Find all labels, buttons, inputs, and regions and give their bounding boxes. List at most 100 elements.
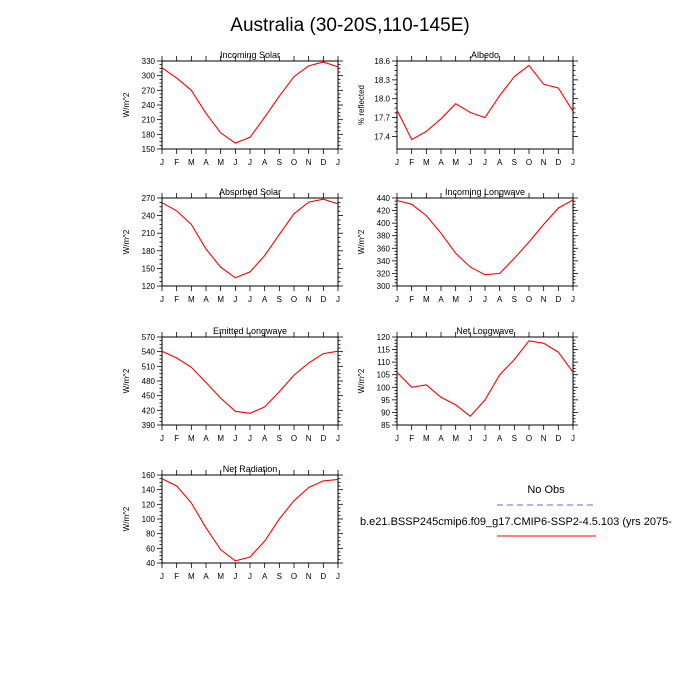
- y-tick-label: 100: [377, 383, 391, 392]
- x-tick-label: O: [291, 434, 297, 443]
- x-tick-label: O: [291, 295, 297, 304]
- y-tick-label: 17.7: [374, 114, 390, 123]
- x-tick-label: J: [160, 158, 164, 167]
- panel-title-incoming-longwave: Incoming Longwave: [445, 187, 525, 197]
- x-tick-label: F: [174, 295, 179, 304]
- plot-frame: [161, 474, 339, 564]
- x-tick-label: J: [336, 572, 340, 581]
- y-tick-label: 240: [142, 101, 156, 110]
- y-tick-label: 330: [142, 57, 156, 66]
- x-tick-label: S: [277, 434, 282, 443]
- x-tick-label: J: [571, 295, 575, 304]
- figure-title: Australia (30-20S,110-145E): [230, 15, 469, 36]
- x-tick-label: J: [248, 572, 252, 581]
- plot-frame: [161, 60, 339, 150]
- x-tick-label: M: [423, 158, 430, 167]
- y-tick-label: 340: [377, 257, 391, 266]
- y-tick-label: 60: [146, 544, 155, 553]
- x-tick-label: A: [497, 434, 503, 443]
- y-tick-label: 150: [142, 145, 156, 154]
- y-axis-label: W/m^2: [357, 368, 366, 393]
- panel-title-albedo: Albedo: [471, 50, 499, 60]
- series-line-incoming-longwave: [396, 199, 574, 276]
- y-tick-label: 210: [142, 116, 156, 125]
- x-tick-label: J: [160, 572, 164, 581]
- y-tick-label: 390: [142, 421, 156, 430]
- series-line-albedo: [396, 64, 574, 141]
- y-tick-label: 80: [146, 530, 155, 539]
- x-tick-label: A: [262, 295, 268, 304]
- x-tick-label: J: [233, 295, 237, 304]
- x-tick-label: J: [336, 434, 340, 443]
- plot-frame: [396, 336, 574, 426]
- plot-frame: [396, 60, 574, 150]
- y-tick-label: 140: [142, 486, 156, 495]
- x-tick-label: O: [526, 295, 532, 304]
- x-tick-label: A: [203, 295, 209, 304]
- x-tick-label: A: [203, 158, 209, 167]
- x-tick-label: D: [555, 434, 561, 443]
- x-tick-label: O: [526, 434, 532, 443]
- y-axis-label: W/m^2: [122, 92, 131, 117]
- panel-title-emitted-longwave: Emitted Longwave: [213, 326, 287, 336]
- x-tick-label: A: [438, 434, 444, 443]
- y-tick-label: 300: [142, 72, 156, 81]
- x-tick-label: D: [320, 572, 326, 581]
- x-tick-label: M: [217, 572, 224, 581]
- series-line-absorbed-solar: [161, 198, 339, 279]
- y-tick-label: 120: [142, 282, 156, 291]
- y-tick-label: 90: [381, 408, 390, 417]
- y-tick-label: 210: [142, 229, 156, 238]
- y-tick-label: 420: [142, 406, 156, 415]
- series-line-net-longwave: [396, 340, 574, 417]
- x-tick-label: M: [452, 295, 459, 304]
- series-line-incoming-solar: [161, 61, 339, 144]
- y-tick-label: 18.3: [374, 76, 390, 85]
- x-tick-label: S: [512, 158, 517, 167]
- x-tick-label: J: [336, 158, 340, 167]
- x-tick-label: F: [174, 434, 179, 443]
- x-tick-label: M: [217, 295, 224, 304]
- x-tick-label: J: [248, 295, 252, 304]
- x-tick-label: M: [452, 158, 459, 167]
- y-axis-label: W/m^2: [122, 506, 131, 531]
- x-tick-label: D: [320, 434, 326, 443]
- x-tick-label: M: [452, 434, 459, 443]
- y-axis-label: W/m^2: [122, 229, 131, 254]
- x-tick-label: N: [306, 434, 312, 443]
- y-tick-label: 110: [377, 358, 390, 367]
- y-tick-label: 420: [377, 207, 391, 216]
- x-tick-label: J: [468, 158, 472, 167]
- x-tick-label: D: [320, 295, 326, 304]
- y-tick-label: 570: [142, 333, 156, 342]
- x-tick-label: A: [497, 295, 503, 304]
- x-tick-label: M: [217, 158, 224, 167]
- x-tick-label: J: [483, 158, 487, 167]
- x-tick-label: N: [541, 434, 547, 443]
- x-tick-label: J: [395, 434, 399, 443]
- y-tick-label: 300: [377, 282, 391, 291]
- y-tick-label: 270: [142, 86, 156, 95]
- x-tick-label: M: [188, 572, 195, 581]
- y-axis-label: % reflected: [357, 85, 366, 125]
- y-tick-label: 105: [377, 371, 391, 380]
- x-tick-label: A: [438, 295, 444, 304]
- x-tick-label: F: [174, 572, 179, 581]
- x-tick-label: J: [571, 434, 575, 443]
- x-tick-label: O: [291, 158, 297, 167]
- x-tick-label: J: [233, 158, 237, 167]
- x-tick-label: A: [203, 434, 209, 443]
- y-tick-label: 150: [142, 264, 156, 273]
- y-tick-label: 380: [377, 232, 391, 241]
- y-tick-label: 85: [381, 421, 390, 430]
- x-tick-label: A: [262, 572, 268, 581]
- x-tick-label: O: [291, 572, 297, 581]
- x-tick-label: J: [233, 572, 237, 581]
- x-tick-label: N: [306, 572, 312, 581]
- y-tick-label: 360: [377, 244, 391, 253]
